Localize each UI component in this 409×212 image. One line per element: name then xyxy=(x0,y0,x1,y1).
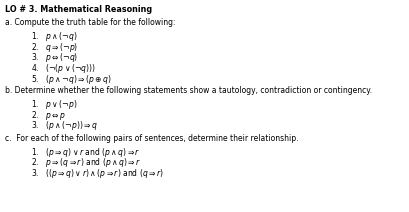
Text: c.  For each of the following pairs of sentences, determine their relationship.: c. For each of the following pairs of se… xyxy=(5,134,299,142)
Text: b. Determine whether the following statements show a tautology, contradiction or: b. Determine whether the following state… xyxy=(5,86,372,95)
Text: 3.   $((p\Rightarrow q)\vee r)\wedge(p\Rightarrow r)$ and $(q\Rightarrow r)$: 3. $((p\Rightarrow q)\vee r)\wedge(p\Rig… xyxy=(31,167,164,180)
Text: 3.   $(p\wedge(\neg p))\Rightarrow q$: 3. $(p\wedge(\neg p))\Rightarrow q$ xyxy=(31,119,98,132)
Text: 1.   $(p\Rightarrow q)\vee r$ and $(p\wedge q)\Rightarrow r$: 1. $(p\Rightarrow q)\vee r$ and $(p\wedg… xyxy=(31,146,140,159)
Text: LO # 3. Mathematical Reasoning: LO # 3. Mathematical Reasoning xyxy=(5,5,152,14)
Text: 2.   $p\Rightarrow(q\Rightarrow r)$ and $(p\wedge q)\Rightarrow r$: 2. $p\Rightarrow(q\Rightarrow r)$ and $(… xyxy=(31,156,141,169)
Text: a. Compute the truth table for the following:: a. Compute the truth table for the follo… xyxy=(5,18,175,27)
Text: 1.   $p\wedge(\neg q)$: 1. $p\wedge(\neg q)$ xyxy=(31,30,77,43)
Text: 2.   $p\Leftrightarrow p$: 2. $p\Leftrightarrow p$ xyxy=(31,109,66,121)
Text: 5.   $(p\wedge\neg q)\Rightarrow(p\oplus q)$: 5. $(p\wedge\neg q)\Rightarrow(p\oplus q… xyxy=(31,73,112,85)
Text: 4.   $(\neg(p\vee(\neg q)))$: 4. $(\neg(p\vee(\neg q)))$ xyxy=(31,62,95,75)
Text: 1.   $p\vee(\neg p)$: 1. $p\vee(\neg p)$ xyxy=(31,98,77,111)
Text: 3.   $p\Leftrightarrow(\neg q)$: 3. $p\Leftrightarrow(\neg q)$ xyxy=(31,51,78,64)
Text: 2.   $q\Rightarrow(\neg p)$: 2. $q\Rightarrow(\neg p)$ xyxy=(31,41,78,54)
